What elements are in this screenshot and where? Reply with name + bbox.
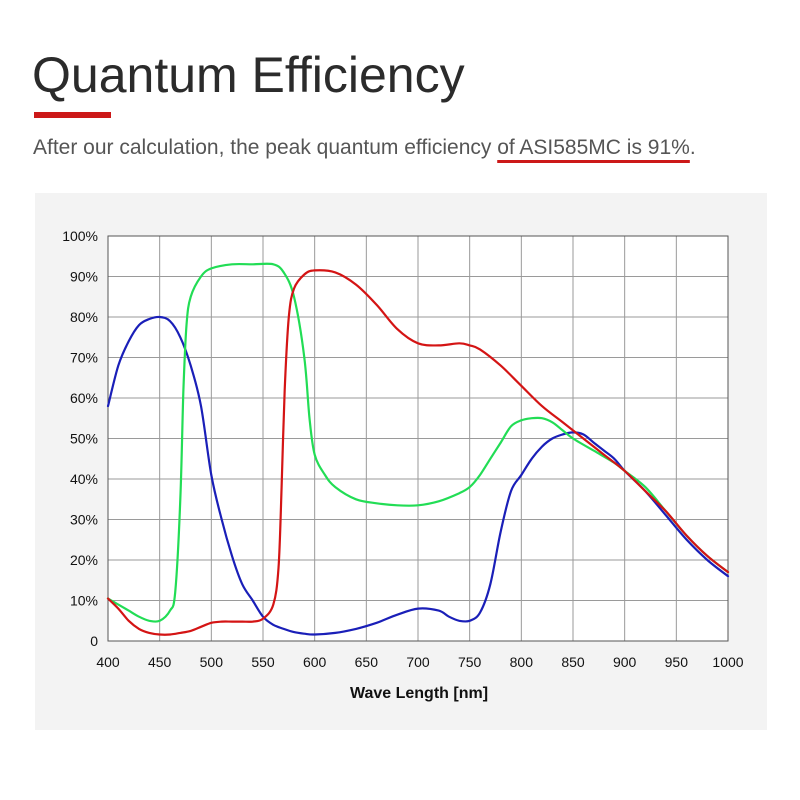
y-tick-label: 20% — [70, 552, 98, 568]
y-tick-label: 60% — [70, 390, 98, 406]
x-tick-label: 650 — [355, 654, 379, 670]
chart-panel: 400 450 500 550 600 650 700 750 800 850 900 950 1000… — [35, 193, 767, 730]
y-tick-label: 0 — [90, 633, 98, 649]
y-tick-label: 90% — [70, 269, 98, 285]
y-tick-label: 70% — [70, 350, 98, 366]
y-tick-label: 100% — [62, 228, 98, 244]
subtitle-suffix: . — [689, 136, 696, 159]
series-lines — [106, 262, 730, 636]
x-tick-label: 750 — [458, 654, 482, 670]
y-tick-label: 80% — [70, 309, 98, 325]
page-subtitle: After our calculation, the peak quantum … — [33, 136, 696, 160]
x-tick-label: 700 — [406, 654, 430, 670]
grid — [107, 235, 729, 642]
title-accent-underline — [34, 112, 111, 118]
red-series-line — [106, 269, 730, 636]
x-tick-label: 550 — [251, 654, 275, 670]
tick-labels: 400 450 500 550 600 650 700 750 800 850 900 950 1000… — [62, 228, 744, 670]
blue-series-line — [106, 315, 730, 636]
x-tick-label: 450 — [148, 654, 172, 670]
page-title: Quantum Efficiency — [32, 47, 465, 103]
y-tick-label: 30% — [70, 512, 98, 528]
x-axis-label: Wave Length [nm] — [350, 685, 488, 702]
x-tick-label: 900 — [613, 654, 637, 670]
x-tick-label: 850 — [561, 654, 585, 670]
quantum-efficiency-chart: 400 450 500 550 600 650 700 750 800 850 900 950 1000… — [62, 228, 744, 702]
green-series-line — [106, 262, 730, 623]
y-tick-label: 50% — [70, 431, 98, 447]
x-tick-label: 950 — [665, 654, 689, 670]
y-tick-label: 40% — [70, 471, 98, 487]
y-tick-label: 10% — [70, 593, 98, 609]
x-tick-label: 400 — [96, 654, 120, 670]
x-tick-label: 1000 — [712, 654, 743, 670]
subtitle-highlight: of ASI585MC is 91% — [497, 136, 690, 159]
x-tick-label: 600 — [303, 654, 327, 670]
plot-border — [107, 235, 729, 642]
subtitle-prefix: After our calculation, the peak quantum … — [33, 136, 498, 159]
x-tick-label: 500 — [200, 654, 224, 670]
x-tick-label: 800 — [510, 654, 534, 670]
